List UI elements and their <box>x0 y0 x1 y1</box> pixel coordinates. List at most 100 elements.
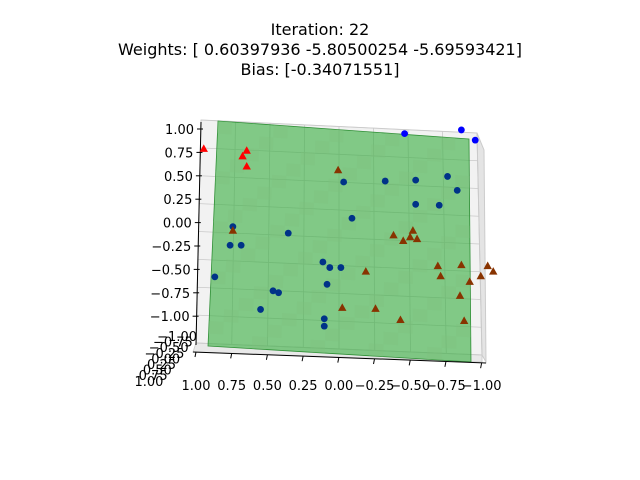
plane-facet <box>310 339 326 354</box>
data-point-circle <box>340 178 348 186</box>
plane-facet <box>383 331 399 346</box>
plane-facet <box>427 148 442 162</box>
data-point-triangle <box>242 146 251 154</box>
x-tick-label: −0.50 <box>390 379 430 394</box>
plane-facet <box>300 151 316 166</box>
plane-facet <box>371 144 386 158</box>
data-point-circle <box>412 200 420 208</box>
y-tick-label: 0.75 <box>139 369 168 384</box>
plane-facet <box>327 228 342 242</box>
plane-facet <box>215 171 230 185</box>
plane-facet <box>229 159 245 173</box>
plane-facet <box>213 221 228 235</box>
plane-facet <box>427 247 442 262</box>
data-point-triangle <box>399 236 408 244</box>
data-point-triangle <box>408 226 418 234</box>
plane-facet <box>270 224 285 239</box>
plane-facet <box>240 247 256 262</box>
y-tick-label: 0.50 <box>143 364 172 379</box>
plane-facet <box>238 297 254 312</box>
data-point-triangle <box>465 277 474 285</box>
plane-facet <box>227 209 243 223</box>
plane-facet <box>356 205 371 220</box>
data-point-circle <box>320 315 328 323</box>
x-tick-mark <box>444 361 447 367</box>
z-tick-label: 0.75 <box>164 146 193 161</box>
plane-facet <box>208 321 224 335</box>
data-point-circle <box>284 229 292 237</box>
data-point-triangle <box>361 267 371 275</box>
plane-facet <box>427 346 442 361</box>
data-point-circle <box>453 186 461 194</box>
plane-facet <box>412 259 428 273</box>
plane-facet <box>342 167 357 181</box>
plane-facet <box>326 278 341 292</box>
plane-facet <box>369 243 385 258</box>
data-point-circle <box>275 289 282 297</box>
z-tick-label: −0.50 <box>151 263 191 278</box>
x-tick-mark <box>337 357 340 363</box>
plane-facet <box>253 286 269 300</box>
x-tick-label: −1.00 <box>462 379 502 394</box>
plane-facet <box>296 301 312 315</box>
data-point-circle <box>348 214 356 222</box>
plane-facet <box>398 220 413 235</box>
plane-facet <box>298 251 313 266</box>
z-axis-line <box>195 121 202 346</box>
plane-facet <box>315 140 330 154</box>
data-point-triangle <box>338 303 347 311</box>
plane-facet <box>266 324 282 338</box>
plane-facet <box>299 201 314 216</box>
y-tick-label: −1.00 <box>157 330 197 345</box>
data-point-triangle <box>483 261 492 270</box>
plane-facet <box>385 133 400 147</box>
plane-facet <box>441 137 456 151</box>
plane-facet <box>413 159 428 174</box>
data-point-circle <box>320 322 328 330</box>
plane-facet <box>354 305 370 319</box>
x-tick-mark <box>373 358 375 365</box>
z-tick-label: 1.00 <box>165 123 194 138</box>
data-point-circle <box>412 176 420 184</box>
plane-facet <box>223 309 239 323</box>
x-tick-mark <box>230 353 233 359</box>
plane-facet <box>242 197 258 212</box>
data-point-triangle <box>433 261 443 270</box>
z-tick-label: −0.75 <box>150 287 190 302</box>
plane-facet <box>217 121 232 135</box>
x-tick-label: 0.75 <box>217 379 246 394</box>
x-tick-label: 1.00 <box>182 379 211 394</box>
title-bias: Bias: [-0.34071551] <box>240 60 400 79</box>
data-point-triangle <box>459 316 469 324</box>
plane-facet <box>455 224 470 239</box>
plane-facet <box>328 178 343 193</box>
data-point-circle <box>444 173 451 180</box>
x-tick-label: −0.75 <box>426 379 466 394</box>
axis-ticks: 1.000.750.500.250.00−0.25−0.50−0.75−1.00… <box>134 123 501 394</box>
data-point-triangle <box>396 315 405 324</box>
data-point-circle <box>457 126 465 134</box>
plane-facet <box>412 209 428 223</box>
data-point-triangle <box>405 232 415 241</box>
x-tick-label: 0.25 <box>289 379 318 394</box>
data-point-triangle <box>412 234 422 243</box>
data-point-circle <box>269 287 277 295</box>
data-point-triangle <box>476 271 485 280</box>
y-tick-label: −0.25 <box>145 347 185 362</box>
data-point-circle <box>401 130 408 138</box>
plane-facet <box>455 175 470 189</box>
grid-line-vertical <box>476 132 483 356</box>
plane-facet <box>355 255 370 269</box>
y-tick-label: 0.00 <box>151 352 180 367</box>
scatter-points <box>199 126 498 330</box>
plane-facet <box>398 320 413 334</box>
z-tick-label: −0.25 <box>151 240 191 255</box>
data-point-triangle <box>389 230 398 239</box>
plane-facet <box>456 323 471 338</box>
plane-facet <box>384 182 399 197</box>
plane-facet <box>325 328 340 342</box>
title-weights: Weights: [ 0.60397936 -5.80500254 -5.695… <box>118 40 522 59</box>
data-point-triangle <box>455 291 465 299</box>
data-point-circle <box>435 201 443 209</box>
plane-facet <box>384 232 399 246</box>
